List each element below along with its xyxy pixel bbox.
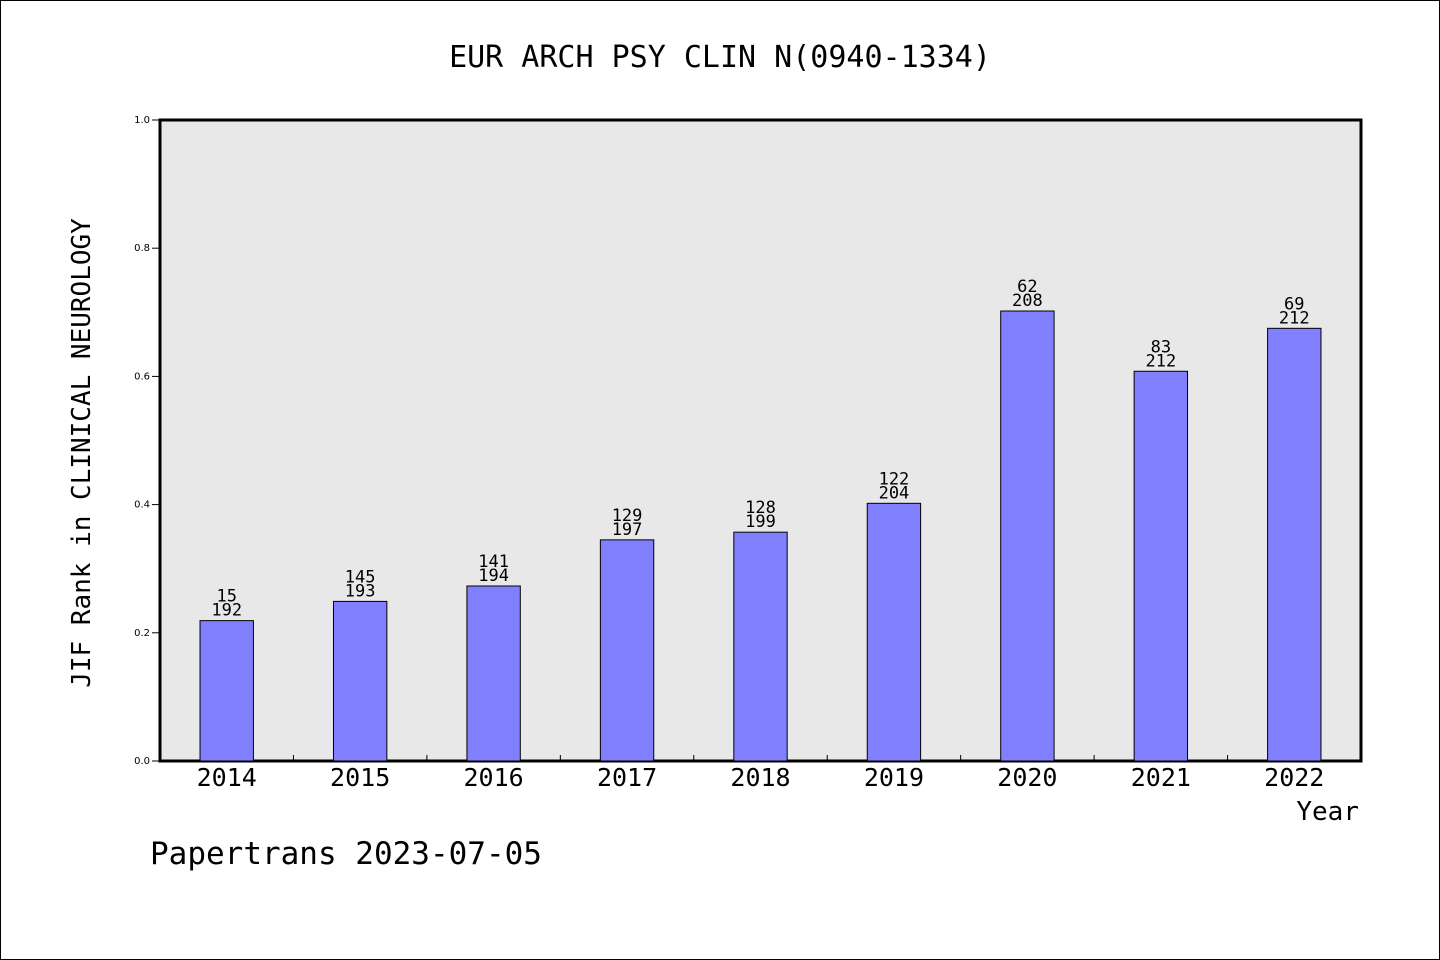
bar (1133, 370, 1189, 762)
x-tick-label: 2022 (1264, 763, 1324, 792)
bar-total-label: 204 (879, 483, 910, 503)
x-tick-label: 2014 (197, 763, 257, 792)
bar-rank-label: 141 (478, 552, 509, 572)
bar-total-label: 212 (1279, 308, 1310, 328)
y-tick-label: 0.2 (134, 628, 150, 639)
bar-rank-label: 128 (745, 498, 776, 518)
y-tick-label: 0.4 (134, 500, 150, 511)
x-tick-label: 2018 (730, 763, 790, 792)
x-tick-label: 2017 (597, 763, 657, 792)
x-axis-ticks: 2014 2015 2016 2017 2018 2019 2020 2021 2022 (197, 755, 1324, 792)
x-tick-label: 2015 (330, 763, 390, 792)
bar (1267, 327, 1322, 762)
y-tick-label: 0.6 (134, 371, 150, 382)
bar (466, 585, 521, 762)
bar (866, 502, 922, 762)
bar (1000, 310, 1055, 762)
bar-total-label: 197 (612, 520, 643, 540)
x-tick-label: 2021 (1131, 763, 1191, 792)
bar-rank-label: 145 (345, 567, 376, 587)
x-tick-label: 2020 (997, 763, 1057, 792)
y-axis-label: JIF Rank in CLINICAL NEUROLOGY (67, 218, 97, 688)
bar-rank-label: 83 (1151, 337, 1171, 357)
y-tick-label: 0.0 (134, 756, 150, 767)
bar-rank-label: 69 (1284, 294, 1304, 314)
bar-total-label: 212 (1145, 351, 1176, 371)
bar (599, 539, 655, 762)
bar (733, 531, 788, 762)
y-axis-ticks: 0.0 0.2 0.4 0.6 0.8 1.0 (134, 115, 160, 767)
chart-title: EUR ARCH PSY CLIN N(0940-1334) (449, 40, 991, 75)
x-tick-label: 2016 (464, 763, 524, 792)
bar (199, 620, 254, 762)
x-tick-label: 2019 (864, 763, 924, 792)
bar (332, 600, 388, 762)
bar-series (199, 310, 1322, 762)
bar-total-label: 193 (345, 581, 376, 601)
footer-stamp: Papertrans 2023-07-05 (150, 836, 542, 872)
bar-rank-label: 62 (1017, 277, 1037, 297)
bar-total-label: 199 (745, 512, 776, 532)
bar-rank-label: 129 (612, 506, 643, 526)
bar-rank-label: 122 (879, 469, 910, 489)
bar-total-label: 208 (1012, 291, 1043, 311)
bar-total-label: 194 (478, 566, 509, 586)
bar-rank-label: 15 (216, 587, 236, 607)
x-axis-label: Year (1296, 797, 1359, 827)
y-tick-label: 0.8 (134, 243, 150, 254)
y-tick-label: 1.0 (134, 115, 150, 126)
bar-total-label: 192 (211, 601, 242, 621)
